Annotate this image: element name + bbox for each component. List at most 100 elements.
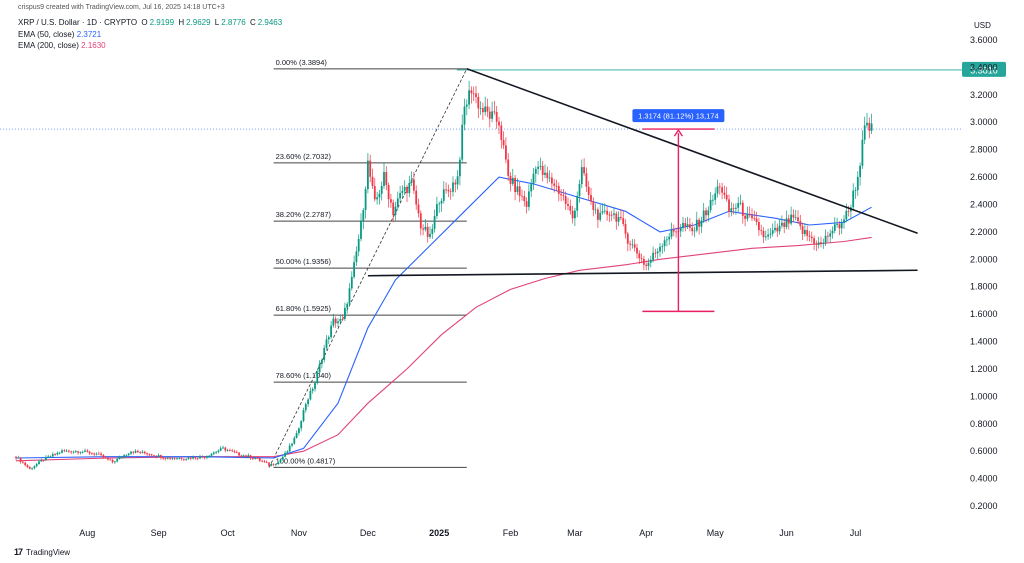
y-tick-label: 3.0000 bbox=[970, 117, 998, 127]
candle-body bbox=[355, 251, 358, 263]
candle-body bbox=[689, 224, 691, 228]
candle-body bbox=[396, 198, 399, 207]
candle-body bbox=[56, 452, 59, 455]
candle-body bbox=[569, 205, 572, 211]
candle-body bbox=[537, 166, 539, 169]
candle-body bbox=[751, 215, 753, 219]
candle-body bbox=[362, 210, 365, 221]
candle-body bbox=[203, 457, 206, 458]
candle-body bbox=[291, 443, 293, 446]
fib-level-label: 0.00% (3.3894) bbox=[276, 58, 328, 67]
x-axis: Aug Sep Oct Nov Dec 2025 Feb Mar Apr May Jun Jul bbox=[79, 528, 861, 538]
candle-body bbox=[157, 455, 160, 457]
candle-body bbox=[714, 193, 717, 200]
candle-body bbox=[109, 459, 112, 461]
candle-body bbox=[836, 224, 838, 225]
candle-body bbox=[567, 203, 569, 206]
candles-layer bbox=[15, 80, 873, 471]
candle-body bbox=[245, 455, 247, 457]
y-tick-label: 1.0000 bbox=[970, 391, 998, 401]
candle-body bbox=[649, 259, 652, 263]
candle-body bbox=[357, 238, 360, 252]
candle-body bbox=[235, 452, 238, 454]
y-tick-label: 2.6000 bbox=[970, 172, 998, 182]
candle-body bbox=[247, 455, 250, 457]
candle-body bbox=[755, 218, 758, 222]
candle-body bbox=[176, 458, 178, 460]
candle-body bbox=[771, 230, 774, 234]
candle-body bbox=[65, 450, 68, 452]
ohlc-h-label: H bbox=[178, 18, 185, 27]
candle-body bbox=[325, 339, 328, 348]
candle-body bbox=[224, 447, 227, 451]
candle-body bbox=[114, 461, 116, 463]
candle-body bbox=[461, 124, 464, 160]
candle-body bbox=[626, 233, 629, 244]
candle-body bbox=[521, 195, 523, 197]
ema200-legend[interactable]: EMA (200, close) 2.1630 bbox=[18, 41, 106, 50]
candle-body bbox=[387, 185, 390, 200]
candle-body bbox=[238, 452, 240, 456]
candle-body bbox=[870, 123, 873, 131]
candle-body bbox=[735, 207, 737, 209]
candle-body bbox=[808, 235, 811, 237]
candle-body bbox=[265, 462, 268, 463]
fib-level-label: 50.00% (1.9356) bbox=[276, 257, 332, 266]
candle-body bbox=[739, 202, 742, 204]
candle-body bbox=[746, 214, 749, 219]
candle-body bbox=[806, 230, 809, 236]
candle-body bbox=[597, 209, 599, 220]
candle-body bbox=[790, 214, 792, 224]
candle-body bbox=[629, 243, 631, 245]
candle-body bbox=[498, 121, 500, 126]
symbol-header: XRP / U.S. Dollar · 1D · CRYPTO O 2.9199 … bbox=[18, 18, 282, 27]
candle-body bbox=[712, 199, 714, 201]
candle-body bbox=[744, 215, 746, 219]
y-tick-label: 2.8000 bbox=[970, 145, 998, 155]
candle-body bbox=[146, 453, 148, 455]
chart-credit: crispus9 created with TradingView.com, J… bbox=[18, 4, 225, 11]
candle-body bbox=[459, 159, 461, 177]
currency-label: USD bbox=[974, 21, 991, 30]
candle-body bbox=[666, 239, 668, 241]
symbol-title: XRP / U.S. Dollar · 1D · CRYPTO bbox=[18, 18, 138, 27]
candle-body bbox=[594, 209, 597, 211]
candle-body bbox=[663, 240, 666, 247]
candle-body bbox=[631, 244, 634, 246]
ohlc-l-label: L bbox=[214, 18, 220, 27]
candle-body bbox=[452, 182, 454, 192]
candle-body bbox=[778, 225, 781, 232]
candle-body bbox=[544, 172, 546, 175]
ohlc-c: 2.9463 bbox=[257, 18, 283, 27]
candle-body bbox=[620, 217, 622, 219]
footer[interactable]: 17 TradingView bbox=[14, 547, 70, 557]
measure-label-box bbox=[632, 109, 725, 123]
candle-body bbox=[95, 453, 98, 455]
candle-body bbox=[576, 195, 579, 211]
candle-body bbox=[477, 96, 480, 109]
x-tick-label: Apr bbox=[639, 528, 653, 538]
candle-body bbox=[61, 450, 63, 453]
candle-body bbox=[705, 210, 707, 216]
candle-body bbox=[300, 420, 303, 429]
candle-body bbox=[831, 230, 834, 234]
candle-body bbox=[281, 456, 284, 460]
candle-body bbox=[240, 455, 243, 457]
ema50-legend[interactable]: EMA (50, close) 2.3721 bbox=[18, 30, 101, 39]
candle-body bbox=[295, 433, 298, 438]
candle-body bbox=[263, 461, 266, 463]
candle-body bbox=[686, 224, 689, 227]
candle-body bbox=[100, 453, 102, 456]
candle-body bbox=[486, 106, 489, 112]
candle-body bbox=[219, 448, 222, 451]
candle-body bbox=[88, 451, 91, 454]
candle-body bbox=[530, 184, 533, 192]
candle-body bbox=[472, 93, 475, 95]
candle-body bbox=[709, 199, 712, 211]
y-tick-label: 0.2000 bbox=[970, 501, 998, 511]
candle-body bbox=[758, 221, 760, 231]
candle-body bbox=[334, 318, 337, 324]
candle-body bbox=[840, 222, 843, 229]
price-tag-label: 3.3816 bbox=[970, 65, 998, 75]
